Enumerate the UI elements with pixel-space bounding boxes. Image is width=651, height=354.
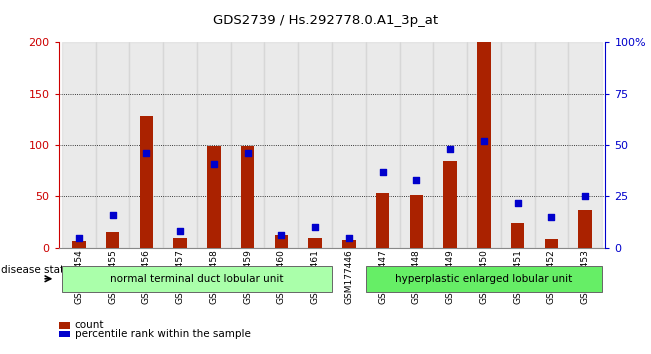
Bar bbox=[366, 42, 400, 248]
Point bbox=[411, 177, 422, 183]
Point bbox=[242, 150, 253, 156]
Bar bbox=[163, 42, 197, 248]
Bar bbox=[477, 42, 491, 248]
Text: GDS2739 / Hs.292778.0.A1_3p_at: GDS2739 / Hs.292778.0.A1_3p_at bbox=[213, 14, 438, 27]
Bar bbox=[579, 210, 592, 248]
Text: normal terminal duct lobular unit: normal terminal duct lobular unit bbox=[110, 274, 284, 284]
Point bbox=[141, 150, 152, 156]
Bar bbox=[534, 42, 568, 248]
Text: count: count bbox=[75, 320, 104, 330]
Bar bbox=[467, 42, 501, 248]
Point bbox=[209, 161, 219, 166]
Point bbox=[512, 200, 523, 205]
Bar bbox=[173, 238, 187, 248]
Point bbox=[445, 147, 455, 152]
Bar bbox=[400, 42, 434, 248]
Point bbox=[107, 212, 118, 218]
Bar bbox=[568, 42, 602, 248]
Bar bbox=[501, 42, 534, 248]
Point bbox=[478, 138, 489, 144]
Bar bbox=[207, 146, 221, 248]
Point bbox=[276, 233, 286, 238]
Text: disease state: disease state bbox=[1, 265, 70, 275]
Text: hyperplastic enlarged lobular unit: hyperplastic enlarged lobular unit bbox=[395, 274, 572, 284]
Point bbox=[546, 214, 557, 220]
Bar bbox=[62, 42, 96, 248]
Bar bbox=[230, 42, 264, 248]
Bar bbox=[72, 241, 85, 248]
Bar bbox=[443, 161, 457, 248]
Point bbox=[580, 194, 590, 199]
Bar bbox=[96, 42, 130, 248]
Bar bbox=[309, 238, 322, 248]
Bar bbox=[511, 223, 525, 248]
Point bbox=[378, 169, 388, 175]
Text: percentile rank within the sample: percentile rank within the sample bbox=[75, 329, 251, 339]
Bar bbox=[275, 235, 288, 248]
Bar bbox=[139, 116, 153, 248]
Bar bbox=[106, 232, 119, 248]
Bar bbox=[264, 42, 298, 248]
Bar bbox=[298, 42, 332, 248]
Bar bbox=[434, 42, 467, 248]
Point bbox=[175, 229, 186, 234]
Bar bbox=[342, 240, 355, 248]
Point bbox=[74, 235, 84, 240]
Bar bbox=[197, 42, 230, 248]
Bar bbox=[241, 146, 255, 248]
Point bbox=[344, 235, 354, 240]
Bar bbox=[332, 42, 366, 248]
Bar bbox=[376, 193, 389, 248]
Bar bbox=[409, 195, 423, 248]
Point bbox=[310, 224, 320, 230]
Bar bbox=[545, 239, 558, 248]
Bar bbox=[130, 42, 163, 248]
